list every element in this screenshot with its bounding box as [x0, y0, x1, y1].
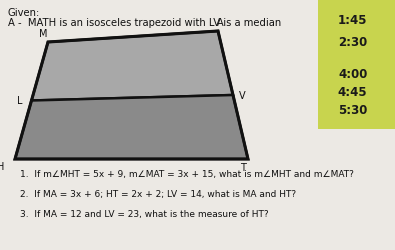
Polygon shape — [32, 32, 233, 101]
Text: L: L — [17, 96, 23, 106]
Text: Given:: Given: — [8, 8, 40, 18]
Text: 1.  If m∠MHT = 5x + 9, m∠MAT = 3x + 15, what is m∠MHT and m∠MAT?: 1. If m∠MHT = 5x + 9, m∠MAT = 3x + 15, w… — [20, 169, 354, 178]
Bar — [318, 0, 395, 130]
Text: 4:00: 4:00 — [338, 68, 367, 81]
Text: H: H — [0, 161, 5, 171]
Text: V: V — [239, 91, 246, 101]
Text: 2:30: 2:30 — [338, 36, 367, 49]
Text: T: T — [240, 162, 246, 172]
Text: 2.  If MA = 3x + 6; HT = 2x + 2; LV = 14, what is MA and HT?: 2. If MA = 3x + 6; HT = 2x + 2; LV = 14,… — [20, 189, 296, 198]
Text: A: A — [217, 18, 223, 28]
Text: 3.  If MA = 12 and LV = 23, what is the measure of HT?: 3. If MA = 12 and LV = 23, what is the m… — [20, 209, 269, 218]
Text: 4:45: 4:45 — [338, 86, 367, 98]
Text: 1:45: 1:45 — [338, 14, 367, 27]
Polygon shape — [15, 96, 248, 159]
Text: M: M — [38, 29, 47, 39]
Text: A -  MATH is an isosceles trapezoid with LV is a median: A - MATH is an isosceles trapezoid with … — [8, 18, 281, 28]
Text: 5:30: 5:30 — [338, 104, 367, 117]
